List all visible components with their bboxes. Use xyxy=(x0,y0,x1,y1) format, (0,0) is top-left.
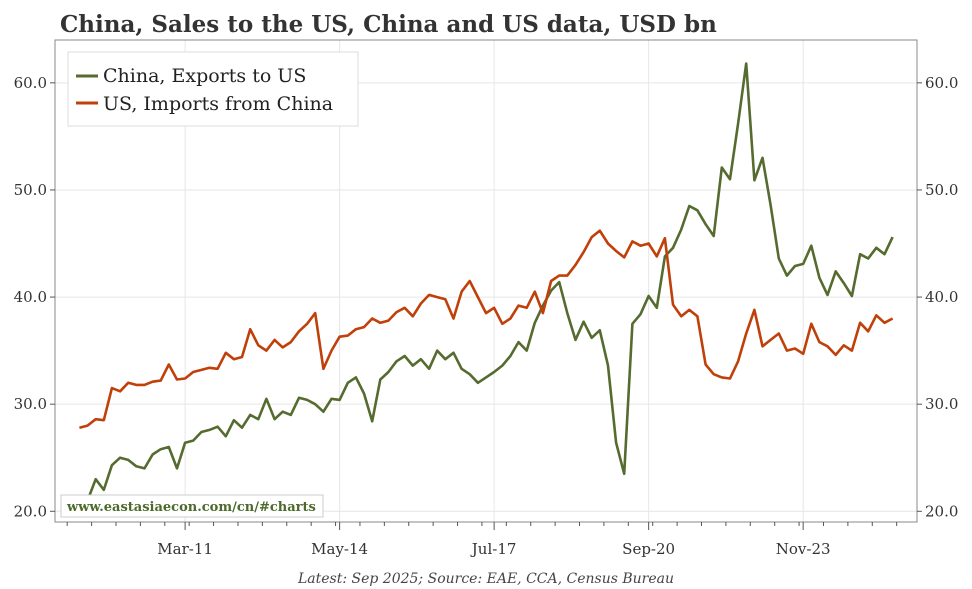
y-tick-label-left: 30.0 xyxy=(14,395,47,413)
watermark-box: www.eastasiaecon.com/cn/#charts xyxy=(60,494,324,518)
y-axis-right: 20.0 30.0 40.0 50.0 60.0 xyxy=(917,74,958,520)
y-tick-label-right: 30.0 xyxy=(925,395,958,413)
y-tick-label-left: 20.0 xyxy=(14,502,47,520)
legend: China, Exports to US US, Imports from Ch… xyxy=(67,51,359,127)
legend-label-us-imports: US, Imports from China xyxy=(103,93,333,115)
y-axis-left: 20.0 30.0 40.0 50.0 60.0 xyxy=(14,74,55,520)
series-line-us-imports xyxy=(79,229,894,429)
y-tick-label-right: 40.0 xyxy=(925,288,958,306)
x-axis: Mar-11 May-14 Jul-17 Sep-20 Nov-23 xyxy=(66,522,898,558)
x-tick-label: Jul-17 xyxy=(470,540,517,558)
x-tick-label: Nov-23 xyxy=(776,540,831,558)
source-note: Latest: Sep 2025; Source: EAE, CCA, Cens… xyxy=(297,571,674,587)
y-tick-label-right: 50.0 xyxy=(925,181,958,199)
y-tick-label-left: 50.0 xyxy=(14,181,47,199)
plot-frame xyxy=(54,39,918,523)
watermark-text: www.eastasiaecon.com/cn/#charts xyxy=(66,500,316,515)
x-tick-label: Sep-20 xyxy=(622,540,675,558)
x-tick-label: Mar-11 xyxy=(157,540,213,558)
legend-box xyxy=(67,51,359,127)
series-group xyxy=(78,62,894,515)
y-tick-label-right: 60.0 xyxy=(925,74,958,92)
y-tick-label-right: 20.0 xyxy=(925,502,958,520)
x-tick-label: May-14 xyxy=(311,540,368,558)
chart-title: China, Sales to the US, China and US dat… xyxy=(60,11,717,38)
watermark-frame xyxy=(60,494,324,518)
series-line-china-exports xyxy=(78,62,894,515)
y-tick-label-left: 40.0 xyxy=(14,288,47,306)
legend-label-china-exports: China, Exports to US xyxy=(103,65,306,87)
y-tick-label-left: 60.0 xyxy=(14,74,47,92)
